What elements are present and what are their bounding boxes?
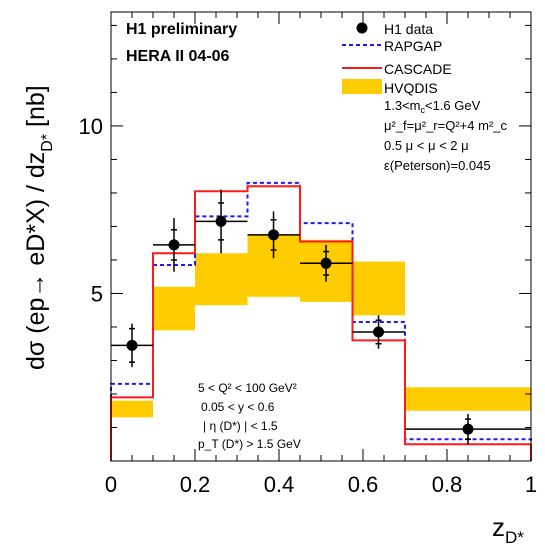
x-axis-title-sub: D* <box>505 528 524 547</box>
y-tick-label-1: 10 <box>79 114 103 139</box>
h1-data-point-4 <box>300 244 353 282</box>
x-tick-label-2: 0.4 <box>264 472 295 497</box>
param-mc-range: 1.3<mc<1.6 GeV <box>384 98 481 115</box>
h1-data-point-2 <box>195 189 248 254</box>
x-tick-label-0: 0 <box>105 472 117 497</box>
y-axis-title-sub: D* <box>39 134 56 152</box>
legend-label-rapgap: RAPGAP <box>384 38 442 54</box>
y-axis-title-unit: [nb] <box>22 85 50 127</box>
hvqdis-band-group <box>111 234 531 418</box>
h1-marker-6 <box>462 423 474 435</box>
cascade-histogram <box>110 185 532 461</box>
h1-data-point-0 <box>111 323 153 368</box>
y-axis-title-unit-gap <box>22 127 50 134</box>
legend: H1 data RAPGAP CASCADE HVQDIS <box>342 21 452 96</box>
hvqdis-band-bin-6 <box>405 387 531 411</box>
tick-labels-group: 0 0.2 0.4 0.6 0.8 1 5 10 <box>79 114 538 497</box>
param-mc-main: 1.3<m <box>384 98 421 113</box>
x-axis-title-main: z <box>492 512 505 542</box>
legend-band-hvqdis <box>342 79 382 94</box>
h1-marker-5 <box>373 326 385 338</box>
param-scale-variation: 0.5 μ < μ < 2 μ <box>384 138 469 153</box>
legend-marker-h1-data <box>356 22 368 34</box>
h1-marker-0 <box>126 339 138 351</box>
y-axis-title-text: dσ (ep→ eD*X) / dzD* [nb] <box>22 85 56 370</box>
param-scale-definition: μ²_f=μ²_r=Q²+4 m²_c <box>384 118 507 133</box>
header-h1-preliminary: H1 preliminary <box>126 21 237 38</box>
x-tick-label-1: 0.2 <box>180 472 211 497</box>
h1-marker-2 <box>215 215 227 227</box>
hvqdis-band-bin-2 <box>195 253 248 306</box>
data-points-group <box>111 189 531 445</box>
x-tick-label-4: 0.8 <box>432 472 463 497</box>
y-axis-title-main: dσ (ep→ eD*X) / dz <box>22 152 50 370</box>
h1-marker-3 <box>268 229 280 241</box>
cut-q2: 5 < Q² < 100 GeV² <box>198 381 297 395</box>
hvqdis-band-bin-5 <box>352 261 405 316</box>
x-tick-label-3: 0.6 <box>348 472 379 497</box>
h1-data-point-3 <box>247 211 300 259</box>
x-axis-title: zD* <box>492 512 524 547</box>
x-tick-label-5: 1 <box>525 472 537 497</box>
legend-label-hvqdis: HVQDIS <box>384 80 438 96</box>
legend-label-h1-data: H1 data <box>384 21 433 37</box>
legend-label-cascade: CASCADE <box>384 61 452 77</box>
h1-data-point-5 <box>352 315 405 349</box>
h1-data-point-1 <box>153 218 195 272</box>
hvqdis-band-bin-0 <box>111 400 153 418</box>
histogram-group <box>110 181 532 461</box>
axis-ticks-group <box>110 12 532 461</box>
y-axis-title: dσ (ep→ eD*X) / dzD* [nb] <box>22 85 56 370</box>
cut-pt: p_T (D*) > 1.5 GeV <box>198 437 301 451</box>
y-tick-label-0: 5 <box>91 281 103 306</box>
h1-data-point-6 <box>405 414 531 445</box>
param-peterson: ε(Peterson)=0.045 <box>384 158 491 173</box>
header-hera-period: HERA II 04-06 <box>126 48 230 65</box>
cut-y: 0.05 < y < 0.6 <box>201 400 275 414</box>
param-mc-after: <1.6 GeV <box>425 98 481 113</box>
h1-marker-1 <box>168 239 180 251</box>
param-mc-sub: c <box>421 105 426 115</box>
hvqdis-band-bin-1 <box>153 286 195 331</box>
cut-eta: | η (D*) | < 1.5 <box>203 419 278 433</box>
h1-marker-4 <box>320 257 332 269</box>
